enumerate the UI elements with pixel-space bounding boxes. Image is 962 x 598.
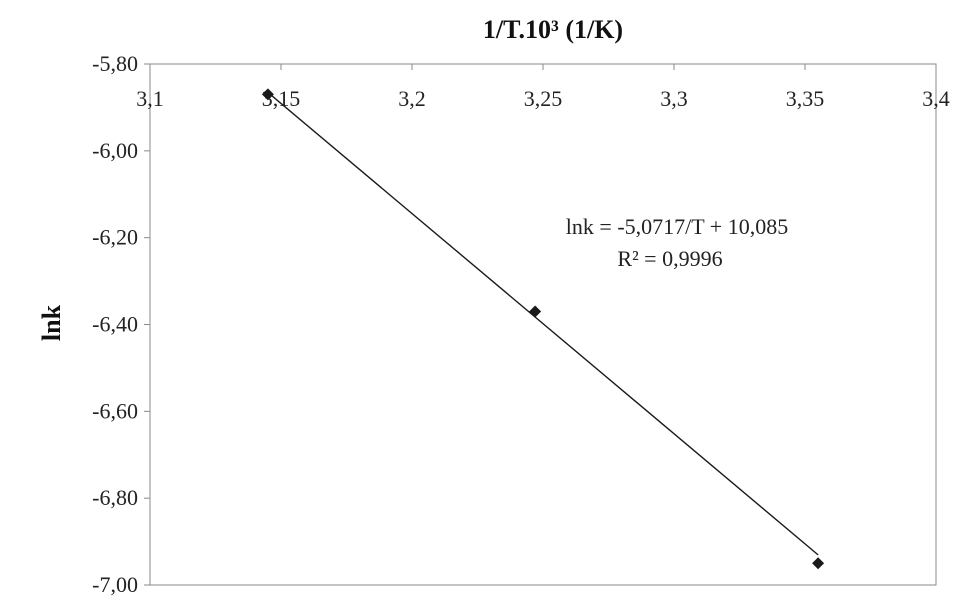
x-tick-label: 3,3 — [660, 86, 688, 111]
y-axis: -5,80 -6,00 -6,20 -6,40 -6,60 -6,80 -7,00 — [92, 51, 150, 597]
x-tick-label: 3,25 — [524, 86, 563, 111]
y-tick-label: -6,20 — [92, 225, 138, 250]
data-point — [812, 557, 825, 570]
x-axis: 3,1 3,15 3,2 3,25 3,3 3,35 3,4 — [136, 64, 950, 111]
y-tick-label: -6,80 — [92, 485, 138, 510]
trendline — [267, 91, 819, 556]
data-point — [261, 88, 274, 101]
data-point — [529, 305, 542, 318]
x-tick-label: 3,35 — [786, 86, 825, 111]
y-tick-label: -7,00 — [92, 572, 138, 597]
y-axis-title: lnk — [37, 304, 66, 341]
x-tick-label: 3,2 — [398, 86, 426, 111]
r-squared-label: R² = 0,9996 — [617, 246, 722, 271]
y-tick-label: -6,00 — [92, 138, 138, 163]
y-tick-label: -6,60 — [92, 398, 138, 423]
x-tick-label: 3,4 — [922, 86, 950, 111]
x-axis-title: 1/T.10³ (1/K) — [483, 15, 623, 44]
trendline-segment — [267, 91, 819, 556]
y-tick-label: -5,80 — [92, 51, 138, 76]
equation-label: lnk = -5,0717/T + 10,085 — [566, 214, 788, 239]
y-tick-label: -6,40 — [92, 312, 138, 337]
x-tick-label: 3,1 — [136, 86, 164, 111]
data-points — [261, 88, 825, 570]
